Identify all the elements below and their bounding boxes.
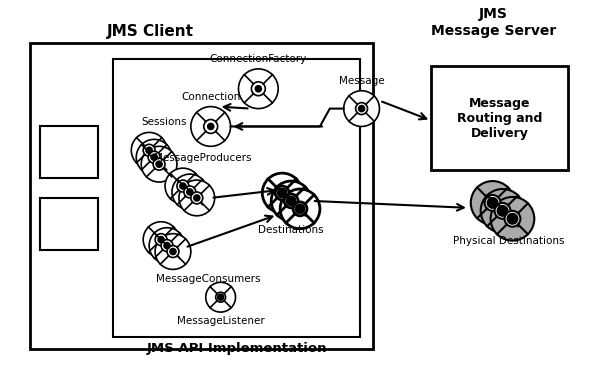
Circle shape [191,107,231,146]
Circle shape [143,144,155,156]
Circle shape [481,189,525,233]
Text: ConnectionFactory: ConnectionFactory [210,54,307,64]
Circle shape [194,195,200,201]
Circle shape [504,211,520,227]
Circle shape [184,186,196,198]
Circle shape [172,174,208,210]
Circle shape [343,91,379,127]
Circle shape [239,69,278,108]
Circle shape [287,197,295,205]
Circle shape [161,240,173,251]
Circle shape [251,82,265,96]
Circle shape [275,186,289,200]
Text: Sessions: Sessions [141,118,187,127]
Circle shape [256,86,261,92]
Circle shape [498,206,508,216]
Circle shape [495,203,511,219]
Circle shape [149,228,185,263]
Circle shape [204,119,218,133]
Circle shape [141,146,177,182]
Circle shape [296,205,304,213]
Circle shape [191,192,203,204]
Circle shape [155,234,191,270]
Text: JMS
Message Server: JMS Message Server [431,7,556,37]
Bar [40,198,98,249]
Circle shape [167,246,179,257]
Circle shape [487,198,498,208]
Text: Message
Routing and
Delivery: Message Routing and Delivery [457,97,542,140]
Circle shape [359,105,365,112]
Circle shape [156,161,162,167]
Circle shape [490,197,534,241]
Text: Connection: Connection [181,91,240,102]
Circle shape [146,147,152,153]
Circle shape [165,168,201,204]
Circle shape [208,124,214,129]
Circle shape [155,234,167,246]
Circle shape [206,282,235,312]
Circle shape [148,151,160,163]
Circle shape [187,189,193,195]
Circle shape [216,292,226,302]
Circle shape [284,194,298,208]
Circle shape [356,103,368,115]
Circle shape [271,181,311,221]
Text: JMS Client: JMS Client [107,24,193,39]
Text: Destinations: Destinations [258,225,324,235]
Circle shape [508,214,517,224]
Circle shape [218,294,224,300]
Circle shape [158,237,164,243]
Bar [431,66,568,170]
Text: MessageConsumers: MessageConsumers [156,274,260,284]
Circle shape [164,243,170,249]
Circle shape [280,189,320,229]
Text: Message: Message [339,76,384,86]
Circle shape [262,173,302,213]
Circle shape [180,183,186,189]
Circle shape [179,180,215,216]
Circle shape [151,154,157,160]
Bar [30,43,373,349]
Text: MessageListener: MessageListener [177,316,265,326]
Bar [40,127,98,178]
Text: MessageProducers: MessageProducers [154,153,251,163]
Circle shape [485,195,501,211]
Text: Physical Destinations: Physical Destinations [453,235,564,246]
Circle shape [278,189,286,197]
Bar [113,59,360,337]
Circle shape [177,180,189,192]
Circle shape [131,132,167,168]
Text: JMS API Implementation: JMS API Implementation [146,342,327,355]
Circle shape [170,249,176,254]
Circle shape [471,181,514,225]
Circle shape [293,202,307,216]
Circle shape [143,222,179,257]
Circle shape [153,158,165,170]
Circle shape [136,139,172,175]
